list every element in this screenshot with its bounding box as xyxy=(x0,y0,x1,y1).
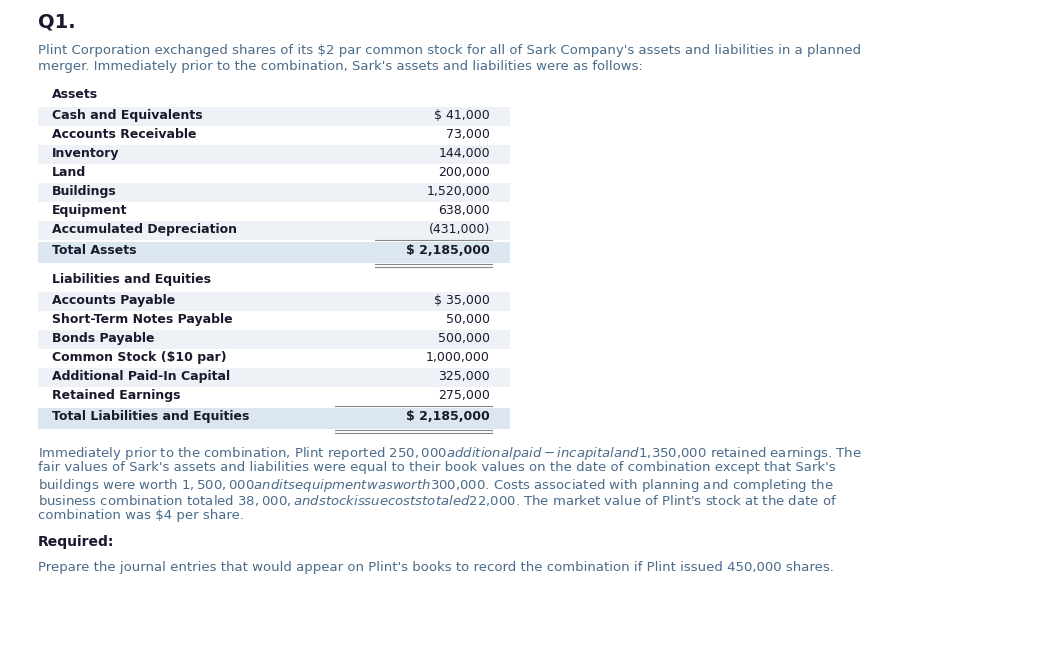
Bar xyxy=(38,126,510,145)
Bar xyxy=(38,330,510,349)
Text: Land: Land xyxy=(52,166,86,179)
Text: 500,000: 500,000 xyxy=(438,332,490,345)
Text: Short-Term Notes Payable: Short-Term Notes Payable xyxy=(52,313,233,326)
Bar xyxy=(38,349,510,368)
Bar xyxy=(38,202,510,221)
Text: 638,000: 638,000 xyxy=(438,204,490,217)
Text: 325,000: 325,000 xyxy=(438,370,490,383)
Bar xyxy=(38,408,510,429)
Text: 1,520,000: 1,520,000 xyxy=(427,185,490,198)
Text: Prepare the journal entries that would appear on Plint's books to record the com: Prepare the journal entries that would a… xyxy=(38,561,834,574)
Text: $ 35,000: $ 35,000 xyxy=(434,294,490,307)
Bar xyxy=(38,292,510,311)
Text: 1,000,000: 1,000,000 xyxy=(427,351,490,364)
Text: Cash and Equivalents: Cash and Equivalents xyxy=(52,109,202,122)
Bar xyxy=(38,368,510,387)
Text: Equipment: Equipment xyxy=(52,204,128,217)
Text: Additional Paid-In Capital: Additional Paid-In Capital xyxy=(52,370,230,383)
Text: Accounts Receivable: Accounts Receivable xyxy=(52,128,196,141)
Text: 73,000: 73,000 xyxy=(446,128,490,141)
Text: Liabilities and Equities: Liabilities and Equities xyxy=(52,273,211,286)
Text: buildings were worth $1,500,000 and its equipment was worth $300,000. Costs asso: buildings were worth $1,500,000 and its … xyxy=(38,477,834,494)
Bar xyxy=(38,242,510,263)
Bar xyxy=(38,145,510,164)
Bar xyxy=(38,221,510,240)
Text: (431,000): (431,000) xyxy=(429,223,490,236)
Text: 50,000: 50,000 xyxy=(446,313,490,326)
Text: $ 41,000: $ 41,000 xyxy=(434,109,490,122)
Text: combination was $4 per share.: combination was $4 per share. xyxy=(38,509,244,522)
Text: Plint Corporation exchanged shares of its $2 par common stock for all of Sark Co: Plint Corporation exchanged shares of it… xyxy=(38,44,862,57)
Bar xyxy=(38,311,510,330)
Bar xyxy=(38,164,510,183)
Text: Accounts Payable: Accounts Payable xyxy=(52,294,175,307)
Text: business combination totaled $38,000, and stock issue costs totaled $22,000. The: business combination totaled $38,000, an… xyxy=(38,493,838,508)
Text: $ 2,185,000: $ 2,185,000 xyxy=(406,244,490,257)
Text: 200,000: 200,000 xyxy=(438,166,490,179)
Text: Total Assets: Total Assets xyxy=(52,244,137,257)
Text: Assets: Assets xyxy=(52,88,99,101)
Text: Bonds Payable: Bonds Payable xyxy=(52,332,155,345)
Text: Accumulated Depreciation: Accumulated Depreciation xyxy=(52,223,237,236)
Text: Inventory: Inventory xyxy=(52,147,119,160)
Text: 275,000: 275,000 xyxy=(438,389,490,402)
Text: Required:: Required: xyxy=(38,535,114,549)
Text: 144,000: 144,000 xyxy=(438,147,490,160)
Text: Retained Earnings: Retained Earnings xyxy=(52,389,181,402)
Text: fair values of Sark's assets and liabilities were equal to their book values on : fair values of Sark's assets and liabili… xyxy=(38,461,836,474)
Text: Common Stock ($10 par): Common Stock ($10 par) xyxy=(52,351,226,364)
Text: Total Liabilities and Equities: Total Liabilities and Equities xyxy=(52,410,249,423)
Bar xyxy=(38,387,510,406)
Text: Immediately prior to the combination, Plint reported $250,000 additional paid-in: Immediately prior to the combination, Pl… xyxy=(38,445,862,462)
Text: Q1.: Q1. xyxy=(38,12,76,31)
Bar xyxy=(38,183,510,202)
Text: $ 2,185,000: $ 2,185,000 xyxy=(406,410,490,423)
Bar xyxy=(38,107,510,126)
Text: merger. Immediately prior to the combination, Sark's assets and liabilities were: merger. Immediately prior to the combina… xyxy=(38,60,643,73)
Text: Buildings: Buildings xyxy=(52,185,116,198)
